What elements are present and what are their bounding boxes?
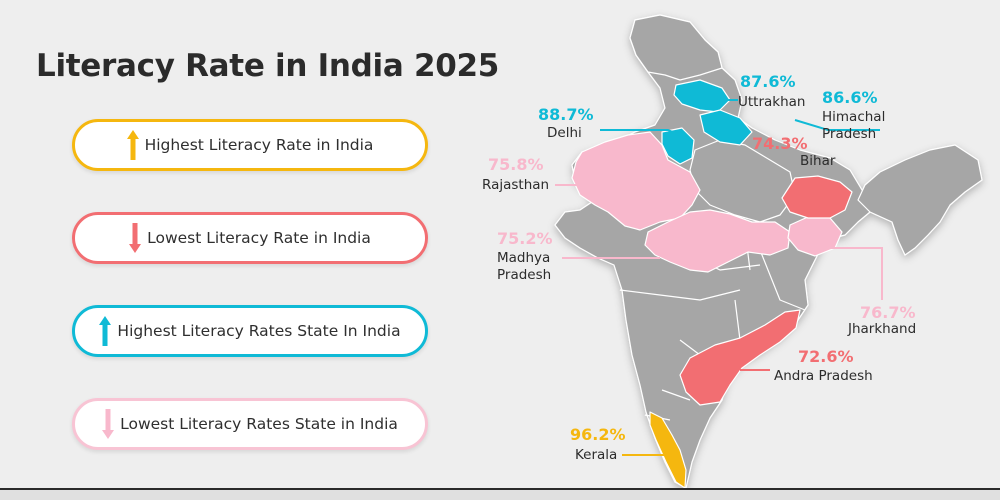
arrow-down-icon [102,409,115,439]
bottom-divider [0,488,1000,500]
uttrakhan-name: Uttrakhan [738,94,806,110]
legend-label: Highest Literacy Rates State In India [117,322,401,340]
legend-lowest-literacy-rate: Lowest Literacy Rate in India [72,212,428,264]
arrow-up-icon [99,316,112,346]
rajasthan-value: 75.8% [488,155,544,174]
rajasthan-name: Rajasthan [482,177,549,193]
jharkhand-name: Jharkhand [847,321,916,337]
jharkhand-value: 76.7% [860,303,916,322]
legend-highest-literacy-rate: Highest Literacy Rate in India [72,119,428,171]
himachal-value: 86.6% [822,88,878,107]
arrow-up-icon [126,130,139,160]
legend-highest-literacy-state: Highest Literacy Rates State In India [72,305,428,357]
legend-label: Lowest Literacy Rate in India [147,229,371,247]
state-jammu-kashmir [629,14,723,81]
delhi-name: Delhi [547,125,582,141]
madhya-name-line2: Pradesh [497,267,551,283]
legend-label: Lowest Literacy Rates State in India [120,415,398,433]
delhi-value: 88.7% [538,105,594,124]
andhra-value: 72.6% [798,347,854,366]
bihar-name: Bihar [800,153,836,169]
state-uttarakhand [699,109,753,146]
state-andhra-pradesh [679,309,801,406]
himachal-name-line2: Pradesh [822,126,876,142]
legend-label: Highest Literacy Rate in India [144,136,374,154]
page-title: Literacy Rate in India 2025 [36,48,500,84]
state-bihar [781,175,853,219]
northeast-region [857,144,983,256]
legend-lowest-literacy-state: Lowest Literacy Rates State in India [72,398,428,450]
bihar-value: 74.3% [752,134,808,153]
uttrakhan-value: 87.6% [740,72,796,91]
andhra-name: Andra Pradesh [774,368,873,384]
state-madhya-pradesh [644,209,791,273]
arrow-down-icon [129,223,142,253]
madhya-value: 75.2% [497,229,553,248]
kerala-value: 96.2% [570,425,626,444]
kerala-name: Kerala [575,447,617,463]
madhya-name-line1: Madhya [497,250,550,266]
himachal-name-line1: Himachal [822,109,885,125]
